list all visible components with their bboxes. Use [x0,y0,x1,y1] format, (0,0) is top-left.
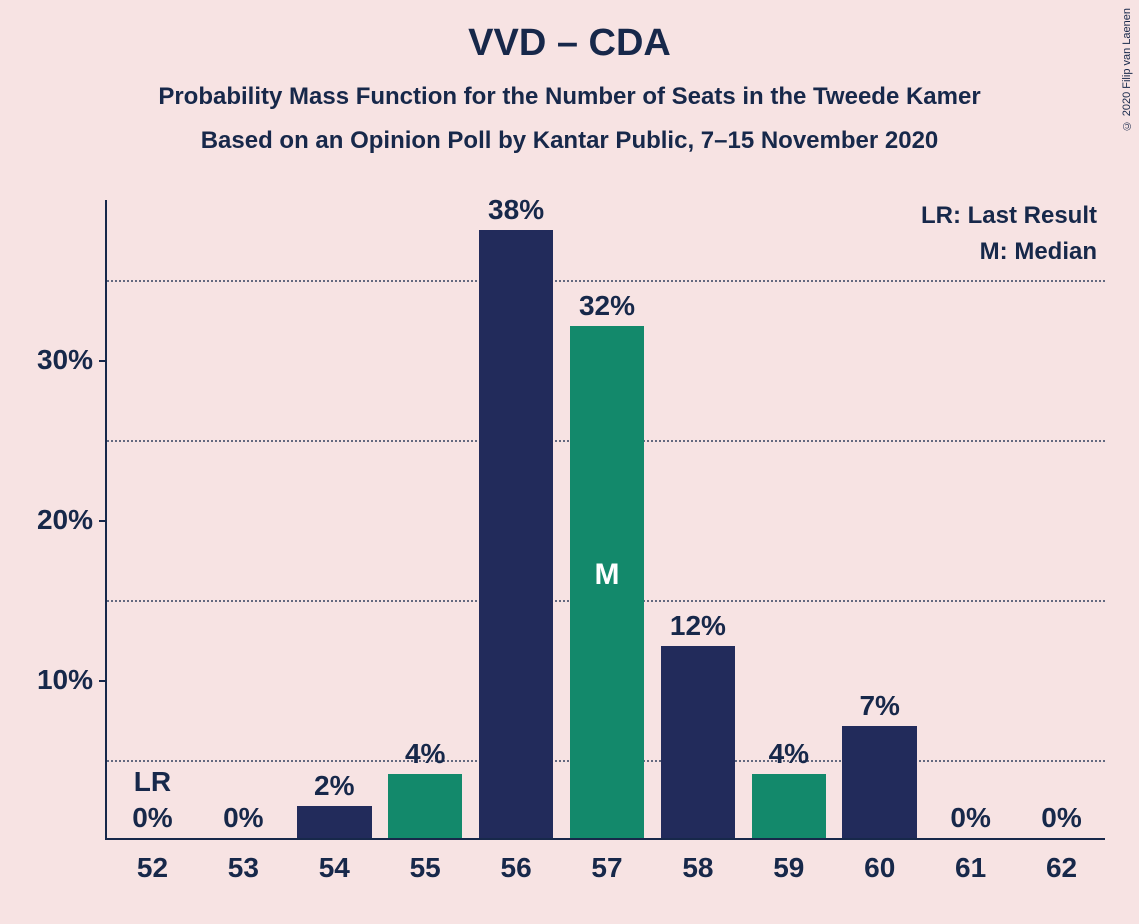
chart-title: VVD – CDA [0,0,1139,65]
chart-plot-area: 10%20%30%520%LR530%542%554%5638%5732%M58… [105,200,1105,840]
median-marker: M [594,558,619,592]
chart-bar: 32%M [570,326,645,838]
x-tick-label: 58 [682,838,713,884]
bar-value-label: 7% [859,690,899,726]
x-tick-label: 59 [773,838,804,884]
bar-value-label: 0% [1041,802,1081,838]
y-tick-label: 10% [37,664,107,696]
chart-bar: 4% [388,774,463,838]
bar-value-label: 32% [579,290,635,326]
copyright-text: © 2020 Filip van Laenen [1121,8,1133,131]
x-tick-label: 52 [137,838,168,884]
y-tick-label: 30% [37,344,107,376]
chart-subtitle-2: Based on an Opinion Poll by Kantar Publi… [0,111,1139,155]
x-tick-label: 61 [955,838,986,884]
chart-bar: 38% [479,230,554,838]
chart-bar: 2% [297,806,372,838]
legend-median: M: Median [980,238,1097,266]
chart-bar: 7% [842,726,917,838]
x-tick-label: 55 [410,838,441,884]
bar-value-label: 12% [670,610,726,646]
x-tick-label: 62 [1046,838,1077,884]
chart-gridline [107,280,1105,282]
x-tick-label: 56 [501,838,532,884]
bar-value-label: 0% [223,802,263,838]
chart-subtitle-1: Probability Mass Function for the Number… [0,65,1139,111]
x-tick-label: 60 [864,838,895,884]
bar-value-label: 0% [132,802,172,838]
x-tick-label: 53 [228,838,259,884]
last-result-marker: LR [134,766,171,798]
legend-last-result: LR: Last Result [921,202,1097,230]
bar-value-label: 38% [488,194,544,230]
bar-value-label: 4% [405,738,445,774]
y-tick-label: 20% [37,504,107,536]
chart-bar: 12% [661,646,736,838]
bar-value-label: 2% [314,770,354,806]
bar-value-label: 0% [950,802,990,838]
x-tick-label: 54 [319,838,350,884]
x-tick-label: 57 [591,838,622,884]
bar-value-label: 4% [769,738,809,774]
chart-bar: 4% [752,774,827,838]
